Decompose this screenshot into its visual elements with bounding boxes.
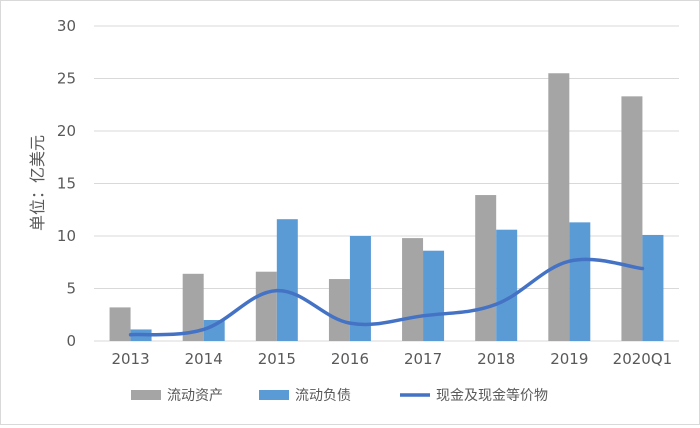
bar-current-assets	[328, 279, 350, 341]
y-axis-ticks: 0 5 10 15 20 25 30	[57, 17, 76, 350]
legend-label: 现金及现金等价物	[436, 387, 548, 404]
y-tick-label: 5	[66, 280, 76, 298]
x-tick-label: 2014	[185, 350, 223, 368]
bar-current-assets	[255, 271, 277, 341]
x-tick-label: 2018	[477, 350, 515, 368]
legend-swatch	[131, 390, 161, 400]
cash-series-point	[202, 327, 206, 331]
legend: 流动资产 流动负债 现金及现金等价物	[131, 387, 548, 404]
cash-series-point	[275, 289, 279, 293]
bar-current-liabilities	[642, 234, 664, 341]
x-axis-ticks: 2013 2014 2015 2016 2017 2018 2019 2020Q1	[111, 350, 672, 368]
bar-current-assets	[475, 195, 497, 341]
legend-swatch	[259, 390, 289, 400]
y-tick-label: 20	[57, 122, 76, 140]
x-tick-label: 2013	[111, 350, 149, 368]
cash-series-point	[129, 333, 133, 337]
bar-current-liabilities	[203, 320, 225, 341]
y-tick-label: 25	[57, 70, 76, 88]
gridlines	[94, 25, 679, 342]
bar-current-assets	[548, 73, 570, 341]
cash-line	[128, 257, 645, 337]
bar-current-assets	[109, 307, 131, 341]
cash-series-point	[494, 302, 498, 306]
x-tick-label: 2017	[404, 350, 442, 368]
bars	[109, 73, 664, 341]
x-tick-label: 2015	[258, 350, 296, 368]
legend-label: 流动负债	[295, 388, 351, 404]
y-tick-label: 0	[66, 332, 76, 350]
y-axis-label: 单位：亿美元	[28, 135, 47, 231]
legend-label: 流动资产	[167, 388, 223, 404]
bar-current-liabilities	[423, 250, 445, 341]
x-tick-label: 2016	[331, 350, 369, 368]
bar-current-assets	[182, 273, 204, 341]
y-tick-label: 15	[57, 175, 76, 193]
cash-series-point	[640, 267, 644, 271]
bar-current-liabilities	[349, 236, 371, 341]
bar-current-assets	[621, 96, 643, 341]
cash-series-point	[567, 259, 571, 263]
y-tick-label: 10	[57, 227, 76, 245]
bar-current-liabilities	[496, 229, 518, 341]
x-tick-label: 2019	[550, 350, 588, 368]
x-tick-label: 2020Q1	[613, 350, 673, 368]
y-tick-label: 30	[57, 17, 76, 35]
bar-current-liabilities	[569, 222, 591, 341]
bar-current-assets	[402, 238, 424, 341]
cash-series-point	[348, 321, 352, 325]
cash-series-point	[421, 314, 425, 318]
cash-series-line	[128, 257, 645, 337]
bar-current-liabilities	[276, 219, 298, 341]
